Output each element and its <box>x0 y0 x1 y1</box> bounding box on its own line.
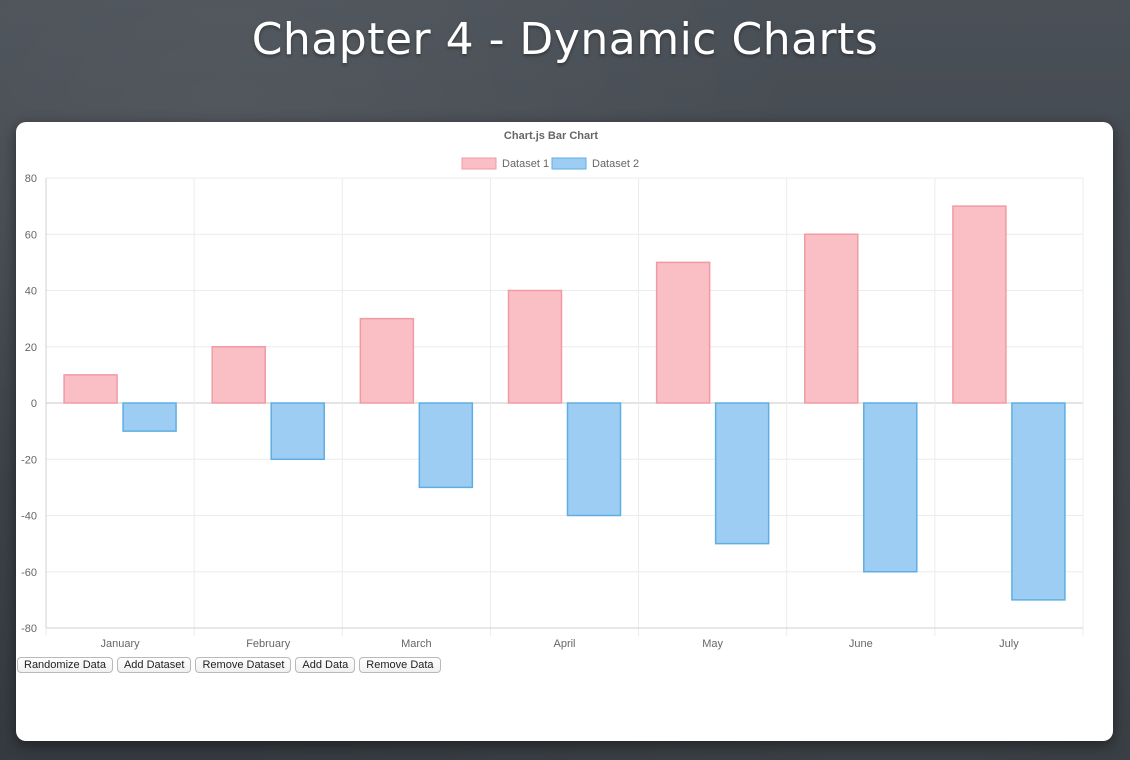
add-dataset-button[interactable]: Add Dataset <box>116 657 192 673</box>
bar-dataset2 <box>418 402 474 489</box>
bar-dataset2 <box>270 402 325 460</box>
add-data-button[interactable]: Add Data <box>295 657 356 673</box>
bar-dataset1 <box>63 374 118 404</box>
y-tick-label: 80 <box>25 173 37 185</box>
bar-dataset1 <box>655 261 711 404</box>
bar-dataset1 <box>952 205 1007 404</box>
x-tick-label: May <box>702 638 723 650</box>
bar-dataset2 <box>1011 402 1066 601</box>
bar-dataset2 <box>566 402 622 517</box>
bar-chart: Chart.js Bar Chart Dataset 1 Dataset 2 80 60… <box>21 130 1084 650</box>
legend-swatch <box>461 157 497 170</box>
slide-title: Chapter 4 - Dynamic Charts <box>251 14 879 65</box>
bar-dataset1 <box>359 317 415 404</box>
chart-title: Chart.js Bar Chart <box>504 130 598 142</box>
bar-dataset1 <box>804 233 859 404</box>
y-tick-label: 40 <box>25 286 37 298</box>
y-tick-label: 0 <box>31 398 37 410</box>
legend-label: Dataset 2 <box>592 158 639 170</box>
bar-dataset1 <box>211 346 266 404</box>
x-tick-label: April <box>553 638 575 650</box>
x-tick-label: July <box>999 638 1019 650</box>
bar-dataset2 <box>714 402 770 545</box>
y-tick-label: -40 <box>21 511 37 523</box>
remove-data-button[interactable]: Remove Data <box>359 657 441 673</box>
x-tick-label: June <box>849 638 873 650</box>
chart-controls: Randomize Data Add Dataset Remove Datase… <box>17 657 441 673</box>
bar-dataset1 <box>507 289 563 404</box>
bar-dataset2 <box>122 402 177 432</box>
y-tick-label: -80 <box>21 623 37 635</box>
y-tick-label: -60 <box>21 567 37 579</box>
y-tick-label: 60 <box>25 229 37 241</box>
x-tick-label: March <box>401 638 432 650</box>
randomize-data-button[interactable]: Randomize Data <box>17 657 113 673</box>
remove-dataset-button[interactable]: Remove Dataset <box>195 657 292 673</box>
y-tick-label: -20 <box>21 454 37 466</box>
legend-swatch <box>551 157 587 170</box>
legend-label: Dataset 1 <box>502 158 549 170</box>
y-tick-label: 20 <box>25 342 37 354</box>
bar-dataset2 <box>863 402 918 573</box>
x-tick-label: January <box>101 638 141 650</box>
x-tick-label: February <box>246 638 291 650</box>
chart-panel: Chart.js Bar Chart Dataset 1 Dataset 2 80 60… <box>16 122 1113 741</box>
